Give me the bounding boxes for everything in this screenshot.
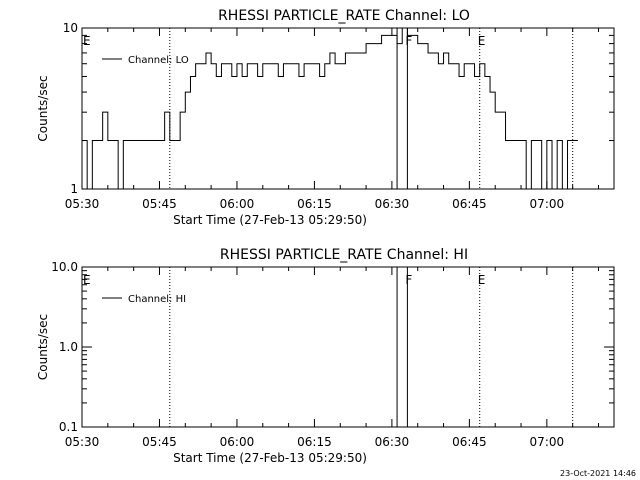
x-tick-label: 06:00	[220, 197, 255, 211]
hi-channel-panel: RHESSI PARTICLE_RATE Channel: HI Start Ti…	[36, 247, 615, 465]
x-tick-label: 05:45	[142, 197, 177, 211]
y-tick-label: 10	[63, 21, 78, 35]
x-tick-label: 07:00	[530, 197, 565, 211]
y-axis-label: Counts/sec	[36, 314, 50, 380]
x-tick-label: 05:30	[65, 435, 100, 449]
plot-frame	[81, 27, 615, 190]
event-marker-label: F	[405, 273, 412, 287]
x-tick-label: 06:15	[297, 197, 332, 211]
legend-label: Channel: HI	[128, 294, 186, 305]
x-tick-label: 06:30	[375, 197, 410, 211]
chart-title: RHESSI PARTICLE_RATE Channel: LO	[218, 8, 470, 24]
chart-title: RHESSI PARTICLE_RATE Channel: HI	[220, 247, 468, 263]
y-tick-label: 0.1	[59, 420, 78, 434]
x-tick-label: 06:15	[297, 435, 332, 449]
y-tick-label: 1	[70, 182, 78, 196]
y-tick-label: 1.0	[59, 340, 78, 354]
event-marker-label: E	[478, 34, 486, 48]
x-tick-label: 06:30	[375, 435, 410, 449]
y-tick-label: 10.0	[51, 260, 78, 274]
footer-timestamp: 23-Oct-2021 14:46	[560, 469, 636, 478]
x-tick-label: 05:30	[65, 197, 100, 211]
x-tick-label: 06:45	[452, 435, 487, 449]
x-tick-label: 06:45	[452, 197, 487, 211]
x-tick-label: 07:00	[530, 435, 565, 449]
event-marker-label: E	[83, 273, 91, 287]
event-marker-label: E	[83, 34, 91, 48]
series-line-channel-lo	[82, 27, 578, 190]
plot-frame	[81, 266, 615, 428]
x-axis-label: Start Time (27-Feb-13 05:29:50)	[173, 213, 367, 227]
lo-channel-panel: RHESSI PARTICLE_RATE Channel: LO Start Ti…	[36, 8, 615, 227]
y-axis-label: Counts/sec	[36, 75, 50, 141]
event-marker-label: E	[478, 273, 486, 287]
x-axis-label: Start Time (27-Feb-13 05:29:50)	[173, 451, 367, 465]
x-tick-label: 05:45	[142, 435, 177, 449]
event-marker-label: F	[405, 34, 412, 48]
legend-label: Channel: LO	[128, 55, 189, 66]
x-tick-label: 06:00	[220, 435, 255, 449]
